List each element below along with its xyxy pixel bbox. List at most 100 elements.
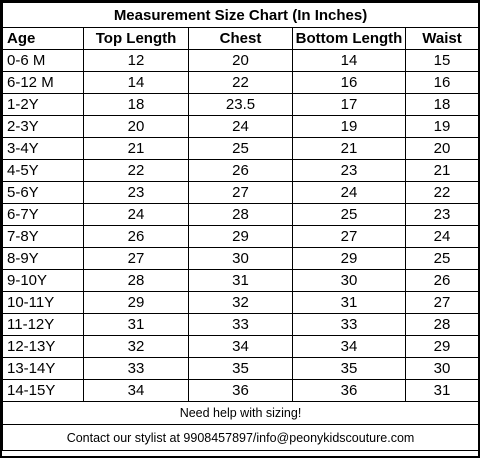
cell-top-length: 32 [83, 335, 189, 358]
table-row: 7-8Y 26 29 27 24 [2, 225, 480, 248]
cell-chest: 31 [188, 269, 293, 292]
cell-chest: 25 [188, 137, 293, 160]
chart-title: Measurement Size Chart (In Inches) [1, 2, 480, 28]
cell-waist: 16 [404, 71, 480, 94]
table-row: 5-6Y 23 27 24 22 [2, 181, 480, 204]
cell-top-length: 28 [83, 269, 189, 292]
cell-top-length: 31 [83, 313, 189, 336]
cell-bottom-length: 35 [292, 357, 406, 380]
cell-age: 13-14Y [2, 357, 84, 380]
table-row: 14-15Y 34 36 36 31 [2, 379, 480, 402]
cell-top-length: 23 [83, 181, 189, 204]
cell-age: 3-4Y [2, 137, 84, 160]
table-row: 3-4Y 21 25 21 20 [2, 137, 480, 160]
cell-bottom-length: 23 [292, 159, 406, 182]
cell-age: 10-11Y [2, 291, 84, 314]
table-row: 10-11Y 29 32 31 27 [2, 291, 480, 314]
cell-bottom-length: 33 [292, 313, 406, 336]
column-header-age: Age [2, 27, 84, 50]
cell-bottom-length: 17 [292, 93, 406, 116]
cell-age: 6-7Y [2, 203, 84, 226]
cell-chest: 36 [188, 379, 293, 402]
cell-chest: 29 [188, 225, 293, 248]
cell-top-length: 22 [83, 159, 189, 182]
cell-chest: 24 [188, 115, 293, 138]
table-row: 12-13Y 32 34 34 29 [2, 335, 480, 358]
cell-top-length: 18 [83, 93, 189, 116]
cell-bottom-length: 21 [292, 137, 406, 160]
cell-top-length: 33 [83, 357, 189, 380]
cell-top-length: 34 [83, 379, 189, 402]
cell-bottom-length: 29 [292, 247, 406, 270]
column-header-chest: Chest [188, 27, 293, 50]
help-row: Need help with sizing! [1, 401, 480, 425]
cell-waist: 21 [404, 159, 480, 182]
cell-chest: 22 [188, 71, 293, 94]
cell-top-length: 29 [83, 291, 189, 314]
cell-waist: 20 [404, 137, 480, 160]
cell-bottom-length: 30 [292, 269, 406, 292]
cell-age: 1-2Y [2, 93, 84, 116]
cell-waist: 18 [404, 93, 480, 116]
table-row: 8-9Y 27 30 29 25 [2, 247, 480, 270]
cell-chest: 35 [188, 357, 293, 380]
cell-chest: 32 [188, 291, 293, 314]
cell-top-length: 20 [83, 115, 189, 138]
cell-chest: 20 [188, 49, 293, 72]
cell-waist: 28 [404, 313, 480, 336]
cell-age: 11-12Y [2, 313, 84, 336]
cell-age: 2-3Y [2, 115, 84, 138]
cell-top-length: 27 [83, 247, 189, 270]
cell-chest: 33 [188, 313, 293, 336]
cell-waist: 23 [404, 203, 480, 226]
cell-top-length: 21 [83, 137, 189, 160]
cell-chest: 28 [188, 203, 293, 226]
cell-top-length: 12 [83, 49, 189, 72]
column-header-bottom-length: Bottom Length [292, 27, 406, 50]
cell-bottom-length: 31 [292, 291, 406, 314]
cell-age: 5-6Y [2, 181, 84, 204]
cell-age: 9-10Y [2, 269, 84, 292]
cell-waist: 26 [404, 269, 480, 292]
cell-chest: 26 [188, 159, 293, 182]
contact-text: Contact our stylist at 9908457897/info@p… [1, 424, 480, 451]
cell-age: 8-9Y [2, 247, 84, 270]
cell-bottom-length: 25 [292, 203, 406, 226]
cell-waist: 15 [404, 49, 480, 72]
cell-waist: 30 [404, 357, 480, 380]
cell-age: 0-6 M [2, 49, 84, 72]
cell-bottom-length: 16 [292, 71, 406, 94]
cell-chest: 23.5 [188, 93, 293, 116]
cell-age: 6-12 M [2, 71, 84, 94]
table-row: 1-2Y 18 23.5 17 18 [2, 93, 480, 116]
cell-waist: 25 [404, 247, 480, 270]
help-text: Need help with sizing! [1, 401, 480, 425]
cell-waist: 29 [404, 335, 480, 358]
cell-age: 14-15Y [2, 379, 84, 402]
cell-bottom-length: 14 [292, 49, 406, 72]
table-row: 6-7Y 24 28 25 23 [2, 203, 480, 226]
cell-bottom-length: 24 [292, 181, 406, 204]
table-row: 6-12 M 14 22 16 16 [2, 71, 480, 94]
cell-waist: 24 [404, 225, 480, 248]
table-row: 4-5Y 22 26 23 21 [2, 159, 480, 182]
cell-bottom-length: 34 [292, 335, 406, 358]
cell-top-length: 24 [83, 203, 189, 226]
cell-age: 7-8Y [2, 225, 84, 248]
table-row: 11-12Y 31 33 33 28 [2, 313, 480, 336]
table-row: 9-10Y 28 31 30 26 [2, 269, 480, 292]
cell-waist: 19 [404, 115, 480, 138]
cell-top-length: 26 [83, 225, 189, 248]
cell-chest: 27 [188, 181, 293, 204]
cell-waist: 22 [404, 181, 480, 204]
cell-bottom-length: 36 [292, 379, 406, 402]
title-row: Measurement Size Chart (In Inches) [1, 2, 480, 28]
header-row: Age Top Length Chest Bottom Length Waist [2, 27, 480, 50]
cell-bottom-length: 19 [292, 115, 406, 138]
cell-waist: 27 [404, 291, 480, 314]
table-row: 0-6 M 12 20 14 15 [2, 49, 480, 72]
size-chart-table: Measurement Size Chart (In Inches) Age T… [1, 2, 480, 451]
cell-age: 4-5Y [2, 159, 84, 182]
cell-waist: 31 [404, 379, 480, 402]
